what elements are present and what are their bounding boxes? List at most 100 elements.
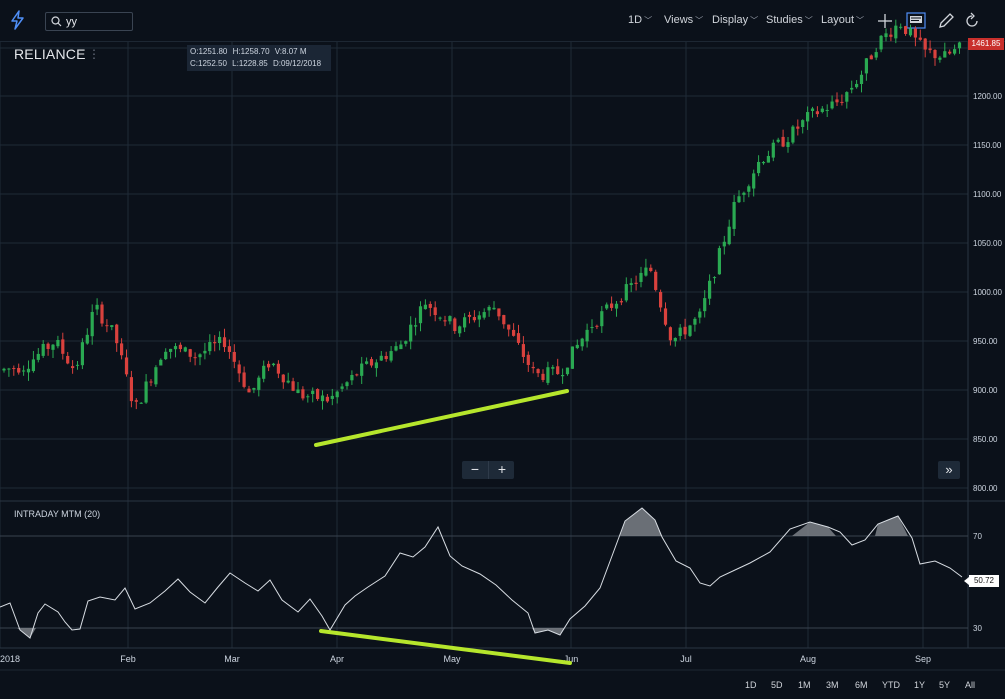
trendline-indicator[interactable]: [319, 629, 572, 665]
candle-body: [433, 307, 437, 316]
candle-body: [281, 374, 285, 383]
interval-dropdown[interactable]: 1D ﹀: [628, 14, 652, 26]
candle-body: [742, 192, 746, 195]
candle-body: [781, 136, 785, 147]
candle-body: [507, 324, 511, 330]
candle-body: [360, 363, 364, 376]
candle-body: [105, 325, 109, 327]
ohlc-tooltip: O:1251.80 H:1258.70 V:8.07 M C:1252.50 L…: [187, 45, 331, 71]
candle-body: [600, 311, 604, 327]
candle-body: [389, 351, 393, 361]
candle-body: [619, 301, 623, 303]
price-tick-label: 1200.00: [973, 92, 1002, 101]
candle-body: [492, 307, 496, 310]
candle-body: [879, 35, 883, 50]
candle-body: [575, 344, 579, 349]
candle-body: [894, 25, 898, 39]
ohlc-low: L:1228.85: [232, 59, 268, 68]
price-tick-label: 950.00: [973, 337, 998, 346]
candle-body: [301, 389, 305, 399]
layout-label: Layout: [821, 14, 855, 26]
candle-body: [943, 51, 947, 58]
candle-body: [605, 304, 609, 309]
studies-menu[interactable]: Studies ﹀: [766, 14, 813, 26]
symbol-title: RELIANCE: [14, 46, 86, 62]
search-input[interactable]: [66, 14, 128, 29]
candle-body: [796, 126, 800, 129]
candle-body: [472, 317, 476, 321]
more-options-icon[interactable]: ⋮: [88, 47, 100, 61]
candle-body: [463, 317, 467, 328]
layout-menu[interactable]: Layout ﹀: [821, 14, 864, 26]
indicator-tick-label: 30: [973, 624, 982, 633]
candle-body: [134, 400, 138, 402]
candle-body: [835, 99, 839, 103]
range-button-1d[interactable]: 1D: [745, 680, 757, 690]
views-menu[interactable]: Views ﹀: [664, 14, 703, 26]
candle-body: [173, 346, 178, 350]
candle-body: [227, 346, 231, 352]
candle-body: [311, 390, 315, 395]
candle-body: [536, 369, 540, 374]
candle-body: [659, 292, 663, 308]
candle-body: [232, 351, 236, 362]
candle-body: [502, 315, 506, 325]
refresh-icon[interactable]: [962, 11, 982, 31]
candle-body: [727, 226, 731, 245]
pencil-icon[interactable]: [936, 11, 956, 31]
range-button-3m[interactable]: 3M: [826, 680, 839, 690]
range-button-5y[interactable]: 5Y: [939, 680, 951, 690]
candle-body: [624, 284, 628, 301]
indicator-tick-label: 70: [973, 532, 982, 541]
candle-body: [350, 375, 354, 381]
candle-body: [31, 359, 35, 372]
candle-body: [198, 354, 202, 358]
trendline-price[interactable]: [314, 389, 569, 447]
candle-body: [325, 396, 329, 402]
candle-body: [399, 344, 403, 350]
month-label: Feb: [120, 654, 136, 664]
candle-body: [453, 318, 457, 332]
candle-body: [110, 325, 114, 328]
price-tick-label: 1150.00: [973, 141, 1002, 150]
ohlc-volume: V:8.07 M: [274, 47, 307, 56]
zoom-in-button[interactable]: +: [488, 461, 515, 479]
views-label: Views: [664, 14, 694, 26]
candle-body: [242, 372, 246, 387]
scroll-forward-button[interactable]: »: [938, 461, 960, 479]
range-button-1y[interactable]: 1Y: [914, 680, 926, 690]
candle-body: [291, 381, 295, 391]
candle-body: [414, 325, 418, 327]
zoom-controls: − +: [462, 461, 514, 479]
range-button-5d[interactable]: 5D: [771, 680, 783, 690]
candle-body: [330, 395, 334, 399]
candle-body: [649, 267, 653, 271]
candle-body: [404, 341, 408, 344]
crosshair-icon[interactable]: [875, 11, 895, 31]
symbol-search[interactable]: [45, 12, 133, 31]
candle-body: [374, 362, 378, 369]
candle-body: [61, 339, 65, 354]
candle-body: [247, 388, 251, 393]
month-label: Jul: [680, 654, 692, 664]
range-button-1m[interactable]: 1M: [798, 680, 811, 690]
lightning-bolt-icon[interactable]: [8, 10, 28, 30]
candle-body: [262, 365, 266, 379]
candle-body: [521, 344, 525, 357]
candle-body: [124, 357, 129, 375]
candle-body: [614, 303, 619, 309]
zoom-out-button[interactable]: −: [470, 461, 480, 477]
comment-icon[interactable]: [906, 11, 926, 31]
candle-body: [443, 320, 447, 322]
range-button-all[interactable]: All: [965, 680, 976, 690]
range-button-ytd[interactable]: YTD: [882, 680, 900, 690]
candle-body: [394, 346, 398, 351]
candle-body: [286, 380, 290, 383]
candle-body: [737, 196, 741, 203]
candle-body: [810, 108, 815, 112]
display-menu[interactable]: Display ﹀: [712, 14, 758, 26]
range-button-6m[interactable]: 6M: [855, 680, 868, 690]
candle-body: [271, 363, 276, 366]
candle-body: [369, 359, 374, 366]
